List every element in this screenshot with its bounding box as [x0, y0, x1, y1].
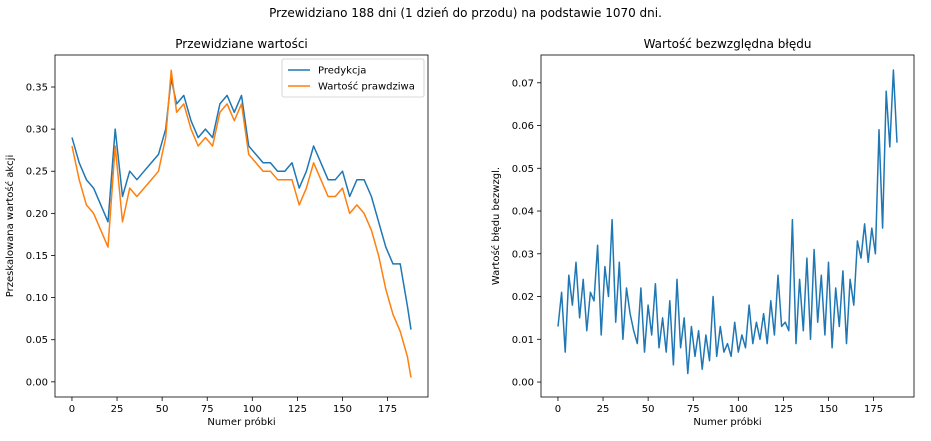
y-tick-label: 0.35 — [26, 83, 48, 94]
plot-frame — [540, 54, 915, 398]
x-tick-label: 150 — [819, 404, 838, 415]
y-tick-label: 0.03 — [512, 249, 534, 260]
y-tick-label: 0.30 — [26, 125, 48, 136]
legend: Predykcja Wartość prawdziwa — [281, 58, 425, 98]
x-axis-label: Numer próbki — [207, 416, 275, 428]
series-line-1 — [71, 77, 412, 330]
y-tick-label: 0.02 — [512, 292, 534, 303]
series-line-1 — [557, 69, 898, 375]
x-tick-label: 0 — [69, 404, 75, 415]
x-tick-label: 150 — [333, 404, 352, 415]
y-tick-label: 0.00 — [26, 377, 48, 388]
legend-box — [281, 58, 425, 98]
plot-frame — [54, 54, 429, 398]
chart-title: Wartość bezwzględna błędu — [644, 37, 812, 51]
y-tick-label: 0.07 — [512, 78, 534, 89]
y-tick-label: 0.00 — [512, 378, 534, 389]
y-axis-label: Wartość błędu bezwzgl. — [490, 167, 502, 285]
legend-label-2: Wartość prawdziwa — [318, 81, 415, 93]
x-tick-label: 75 — [201, 404, 214, 415]
y-tick-label: 0.10 — [26, 293, 48, 304]
x-tick-label: 25 — [597, 404, 610, 415]
y-tick-label: 0.05 — [26, 335, 48, 346]
chart-1: 0 25 50 75 100 125 150 175 0.00 0.05 0.10 0.15 0.20 0… — [4, 37, 429, 428]
x-tick-label: 175 — [864, 404, 883, 415]
x-tick-label: 100 — [243, 404, 262, 415]
series-line-2 — [71, 69, 412, 378]
x-tick-label: 25 — [111, 404, 124, 415]
x-tick-label: 175 — [378, 404, 397, 415]
y-tick-label: 0.01 — [512, 335, 534, 346]
y-tick-label: 0.04 — [512, 207, 534, 218]
x-axis-label: Numer próbki — [693, 416, 761, 428]
chart-2: 0 25 50 75 100 125 150 175 0.00 0.01 0.02 0.03 0.04 0… — [490, 37, 915, 428]
legend-label-1: Predykcja — [318, 66, 366, 77]
x-tick-label: 100 — [729, 404, 748, 415]
y-tick-label: 0.25 — [26, 167, 48, 178]
y-axis-label: Przeskalowana wartość akcji — [4, 155, 16, 298]
figure-title: Przewidziano 188 dni (1 dzień do przodu)… — [269, 6, 662, 20]
x-tick-label: 50 — [642, 404, 655, 415]
x-tick-label: 125 — [774, 404, 793, 415]
x-tick-label: 75 — [687, 404, 700, 415]
y-tick-label: 0.20 — [26, 209, 48, 220]
y-tick-label: 0.06 — [512, 121, 534, 132]
x-tick-label: 125 — [288, 404, 307, 415]
x-tick-label: 0 — [555, 404, 561, 415]
chart-title: Przewidziane wartości — [175, 37, 308, 51]
x-tick-label: 50 — [156, 404, 169, 415]
y-tick-label: 0.15 — [26, 251, 48, 262]
y-tick-label: 0.05 — [512, 164, 534, 175]
